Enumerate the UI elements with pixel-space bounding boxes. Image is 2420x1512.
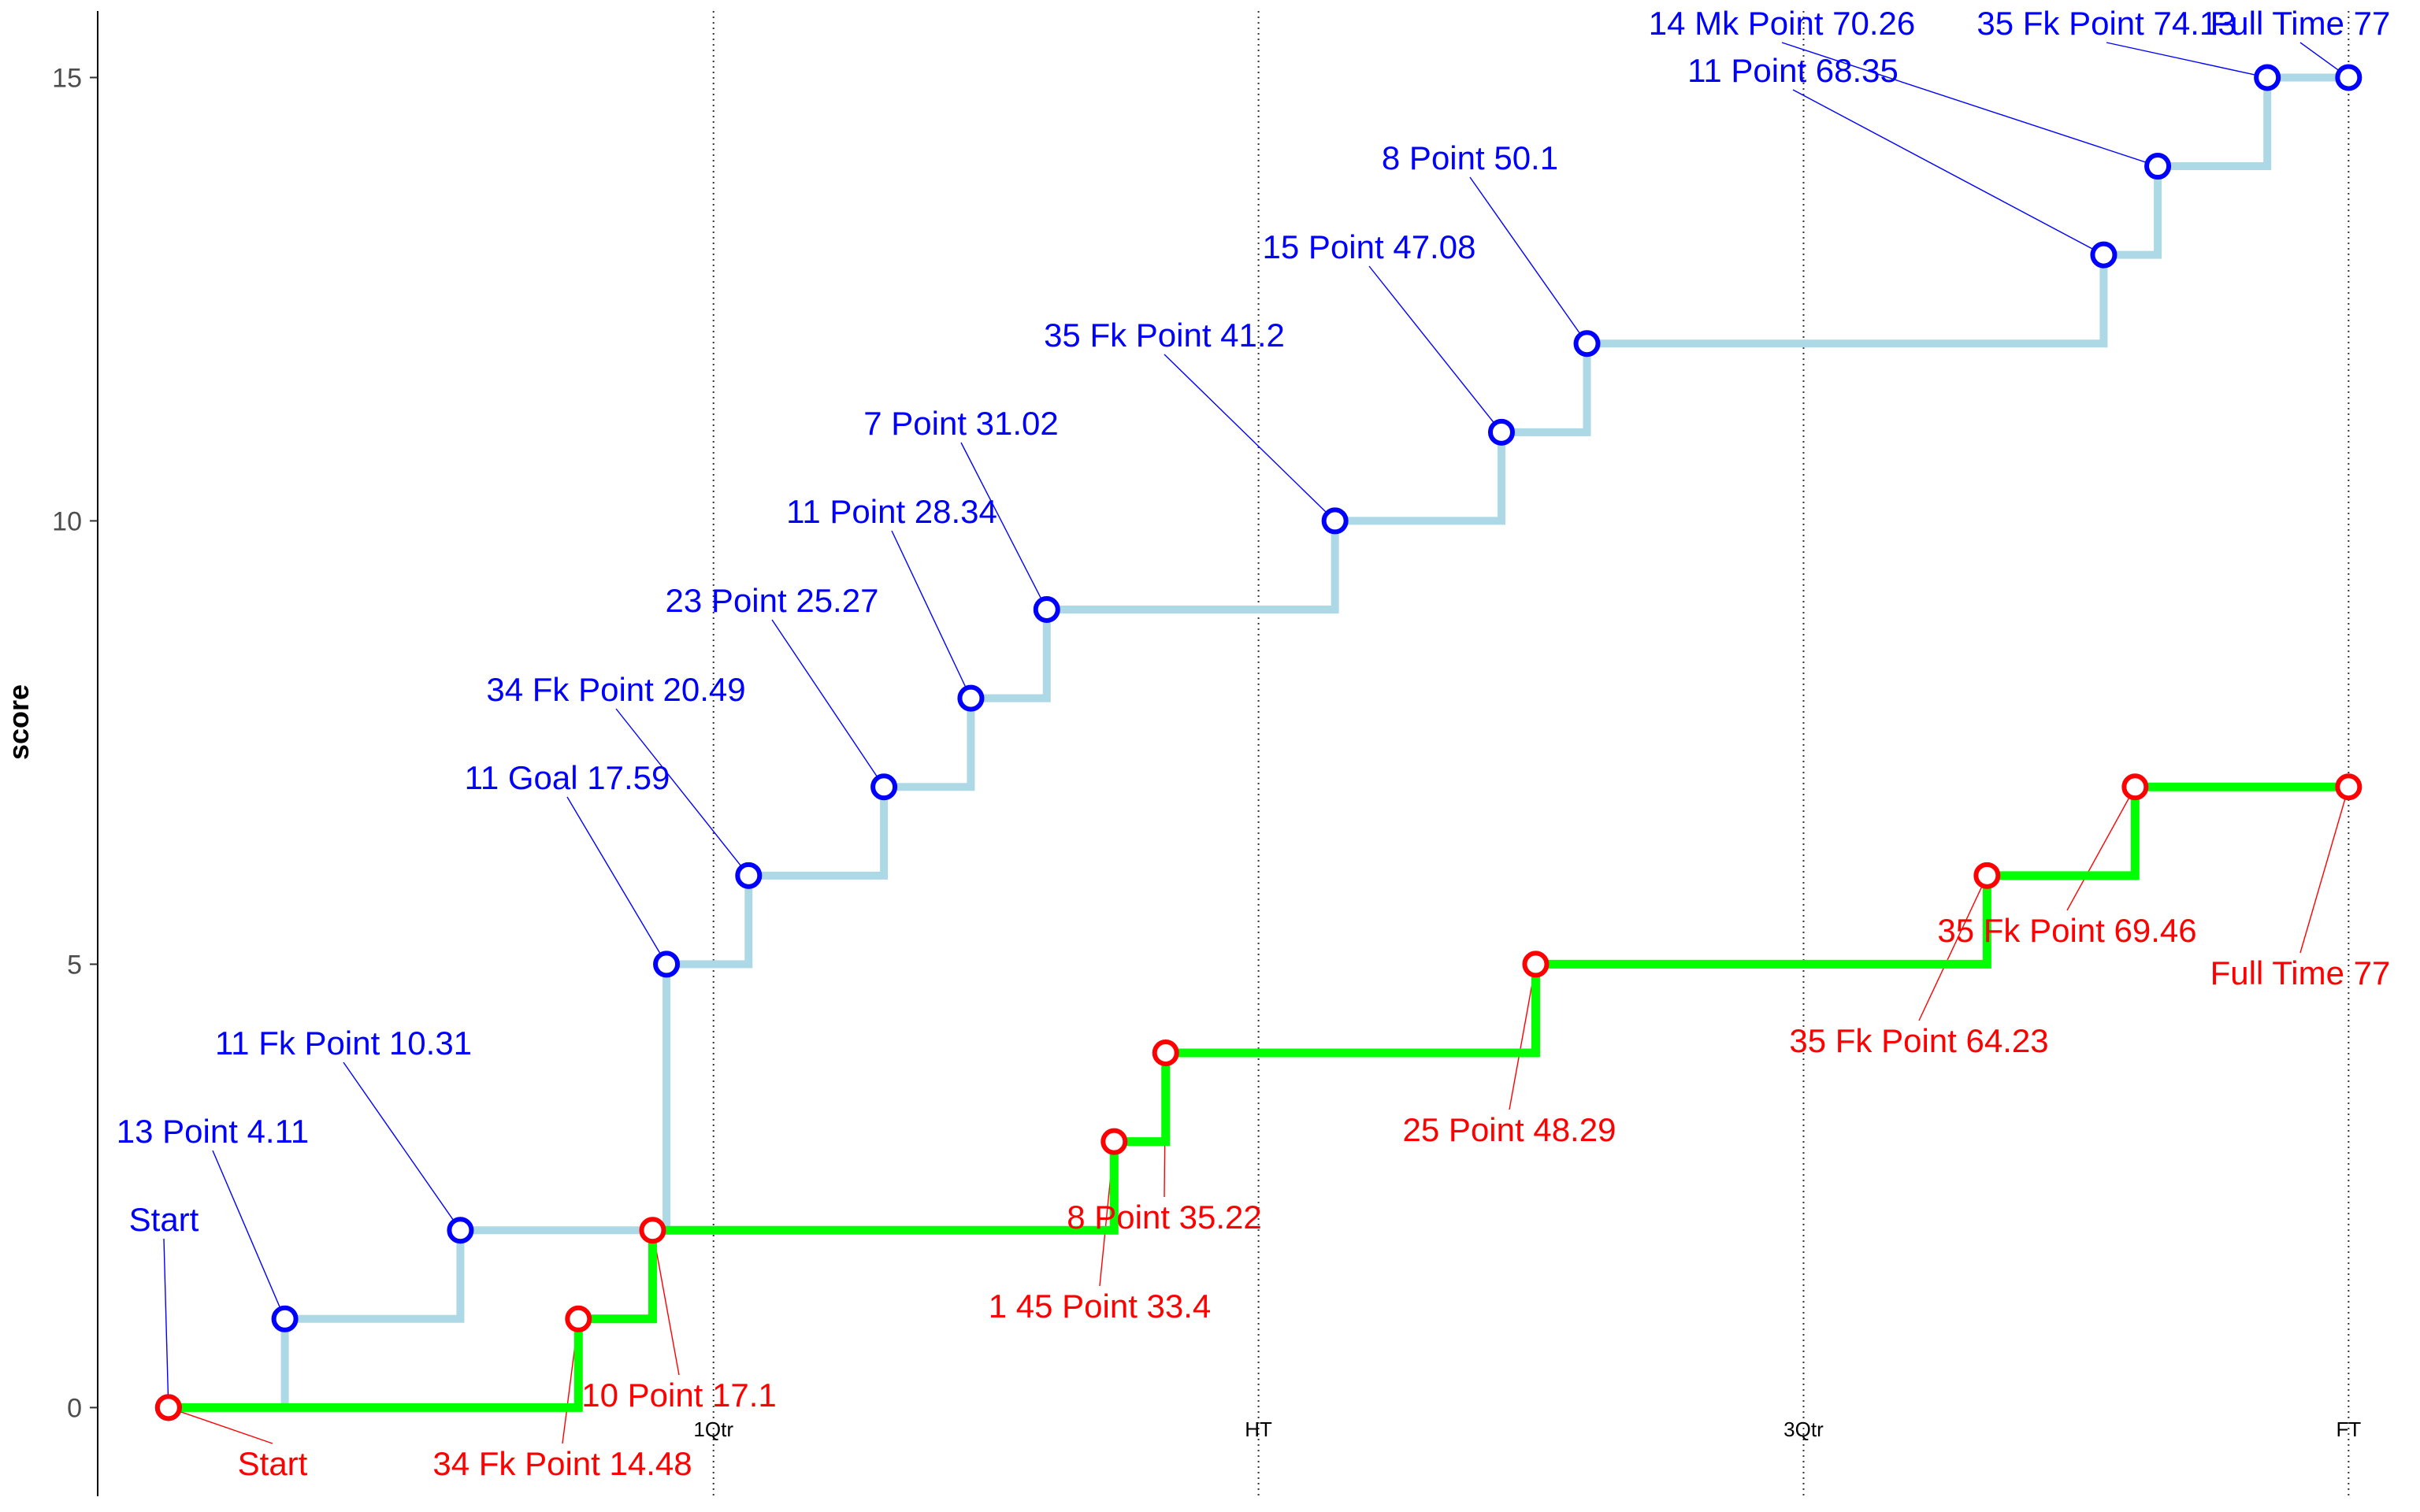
series-2-marker: [1973, 862, 2001, 889]
quarter-label: 3Qtr: [1783, 1418, 1824, 1441]
label-leader: [168, 1406, 273, 1444]
series-1-event-label: 23 Point 25.27: [666, 582, 879, 619]
label-leader: [1792, 89, 2104, 256]
quarter-lines: 1Qtr HT 3Qtr FT: [693, 11, 2361, 1496]
series-2-event-label: 10 Point 17.1: [581, 1377, 777, 1414]
series-1-event-label: 8 Point 50.1: [1382, 139, 1558, 176]
series-1-marker: [1321, 507, 1349, 535]
step-lines: [168, 73, 2349, 1412]
series-1-marker: [653, 951, 681, 978]
series-2-marker: [639, 1217, 666, 1244]
series-1-event-label: Full Time 77: [2210, 5, 2391, 42]
y-axis: 0 5 10 15: [52, 11, 98, 1496]
event-markers: [154, 64, 2362, 1421]
label-leader: [1509, 964, 1537, 1110]
label-leader: [212, 1150, 286, 1320]
series-2-marker: [565, 1305, 592, 1332]
series-1-marker: [870, 773, 898, 801]
label-leader: [1781, 42, 2158, 167]
series-2-event-label: Full Time 77: [2210, 954, 2391, 991]
series-1-event-label: 35 Fk Point 41.2: [1044, 317, 1285, 354]
series-1-marker: [271, 1305, 299, 1332]
series-2-marker: [2335, 773, 2362, 801]
event-labels: Start 13 Point 4.11 11 Fk Point 10.31 11 Go…: [117, 5, 2391, 1482]
series-1-event-label: 11 Fk Point 10.31: [215, 1025, 472, 1062]
y-tick-label: 0: [67, 1393, 82, 1423]
series-2-event-label: 34 Fk Point 14.48: [432, 1445, 692, 1482]
series-1-marker: [2090, 241, 2118, 269]
series-1-event-label: Start: [129, 1201, 199, 1238]
label-leader: [615, 708, 749, 876]
series-1-marker: [1487, 418, 1515, 446]
series-1-step-line: [168, 73, 2349, 1412]
series-2-event-label: 35 Fk Point 69.46: [1937, 912, 2196, 949]
label-leader: [343, 1062, 461, 1231]
series-2-marker: [154, 1394, 182, 1421]
series-1-marker: [2144, 153, 2172, 180]
label-leader: [1164, 354, 1336, 521]
series-2-event-label: 8 Point 35.22: [1067, 1199, 1262, 1236]
series-1-event-label: 15 Point 47.08: [1263, 228, 1476, 265]
series-2-step-line: [168, 782, 2349, 1412]
quarter-label: 1Qtr: [693, 1418, 733, 1441]
y-tick-label: 10: [52, 506, 82, 536]
label-leader: [2299, 787, 2350, 954]
series-2-marker: [2121, 773, 2149, 801]
label-leader: [1918, 875, 1988, 1021]
label-leader: [771, 619, 885, 788]
series-2-event-label: Start: [238, 1445, 308, 1482]
series-1-event-label: 13 Point 4.11: [117, 1113, 309, 1150]
quarter-label: HT: [1245, 1418, 1272, 1441]
series-2-event-label: 35 Fk Point 64.23: [1789, 1022, 2048, 1059]
label-leader: [960, 442, 1048, 610]
series-2-marker: [1152, 1040, 1179, 1067]
series-1-marker: [735, 862, 763, 889]
series-1-event-label: 14 Mk Point 70.26: [1649, 5, 1916, 42]
label-leader: [891, 530, 972, 699]
y-tick-label: 15: [52, 63, 82, 93]
series-1-event-label: 11 Goal 17.59: [465, 759, 670, 796]
series-1-marker: [447, 1217, 474, 1244]
series-1-event-label: 34 Fk Point 20.49: [486, 671, 745, 708]
series-2-event-label: 25 Point 48.29: [1403, 1111, 1616, 1148]
series-2-marker: [1522, 951, 1550, 978]
series-1-event-label: 35 Fk Point 74.13: [1976, 5, 2236, 42]
series-1-marker: [2335, 64, 2362, 91]
label-leader: [2066, 786, 2136, 911]
y-axis-title: score: [2, 684, 35, 760]
series-1-event-label: 11 Point 68.35: [1687, 52, 1899, 89]
label-leader: [651, 1230, 680, 1376]
y-tick-label: 5: [67, 950, 82, 980]
label-leader: [1469, 176, 1588, 344]
series-1-event-label: 11 Point 28.34: [786, 493, 997, 530]
label-leader: [566, 796, 667, 965]
series-1-marker: [957, 684, 985, 712]
series-1-marker: [1573, 330, 1601, 358]
label-leader: [1368, 265, 1502, 433]
label-leader: [2106, 42, 2268, 79]
series-1-marker: [1033, 596, 1060, 624]
series-2-event-label: 1 45 Point 33.4: [989, 1288, 1212, 1325]
series-1-event-label: 7 Point 31.02: [863, 405, 1059, 442]
quarter-label: FT: [2336, 1418, 2361, 1441]
series-1-marker: [2254, 64, 2281, 91]
label-leader: [163, 1238, 169, 1408]
series-2-marker: [1101, 1128, 1128, 1155]
